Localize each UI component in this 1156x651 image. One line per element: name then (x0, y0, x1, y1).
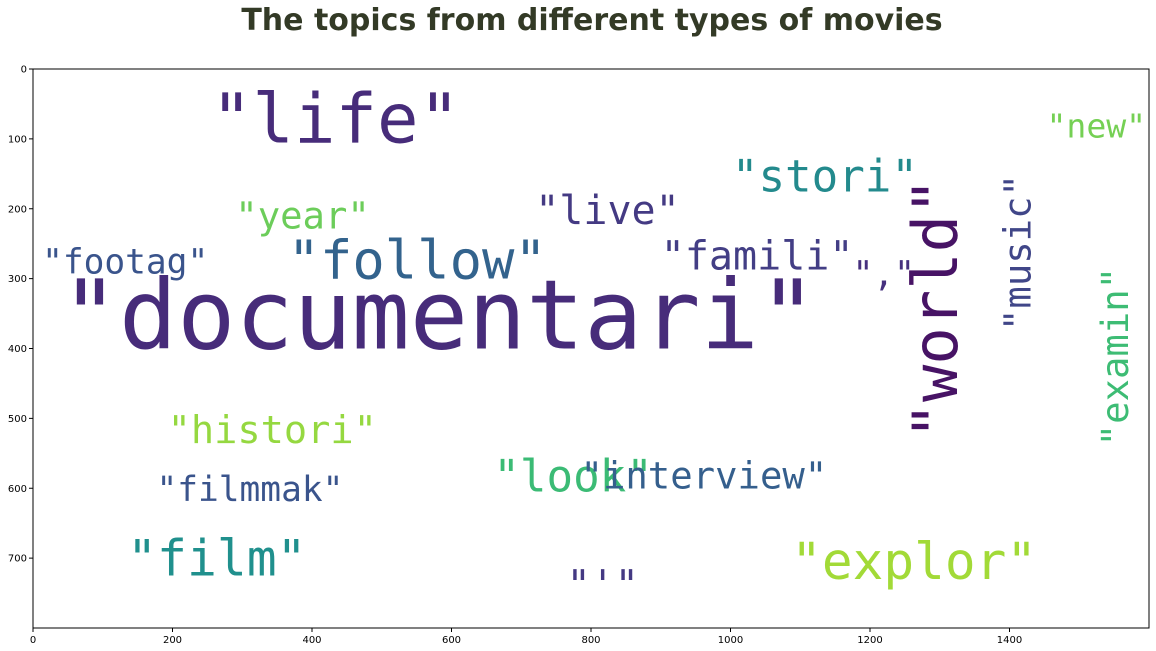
x-tick-label-2: 400 (302, 635, 321, 646)
word-18: "," (853, 255, 915, 295)
y-tick-label-6: 600 (8, 484, 27, 495)
x-tick-label-0: 0 (30, 635, 36, 646)
x-tick-label-4: 800 (581, 635, 600, 646)
word-15: "music" (995, 174, 1039, 331)
y-axis: 0 100 200 300 400 500 600 700 (8, 65, 33, 565)
x-tick-label-7: 1400 (997, 635, 1022, 646)
x-tick-label-5: 1000 (718, 635, 743, 646)
chart-title: The topics from different types of movie… (241, 3, 942, 38)
word-1: "life" (211, 79, 460, 159)
word-10: "live" (535, 188, 680, 234)
y-tick-label-2: 200 (8, 204, 27, 215)
word-17: "new" (1046, 106, 1146, 145)
word-11: "famili" (661, 234, 854, 280)
plot-area (32, 68, 1150, 629)
y-tick-label-7: 700 (8, 554, 27, 565)
y-tick-label-5: 500 (8, 414, 27, 425)
x-tick-label-3: 600 (442, 635, 461, 646)
x-axis: 0 200 400 600 800 1000 1200 1400 (30, 628, 1022, 646)
word-3: "world" (899, 178, 972, 440)
word-4: "stori" (732, 151, 918, 202)
word-7: "look" (493, 452, 653, 503)
word-6: "film" (127, 530, 306, 588)
word-12: "year" (235, 193, 370, 237)
word-14: "filmmak" (156, 470, 343, 510)
word-8: "histori" (168, 408, 377, 453)
word-19: "'" (567, 563, 639, 609)
word-16: "examin" (1093, 267, 1137, 446)
word-2: "follow" (288, 229, 547, 292)
word-9: "interview" (581, 453, 828, 497)
word-layer: "documentari" "life" "follow" "world""stori… (42, 79, 1146, 608)
y-tick-label-1: 100 (8, 134, 27, 145)
y-tick-label-3: 300 (8, 274, 27, 285)
x-tick-label-6: 1200 (857, 635, 882, 646)
y-tick-label-4: 400 (8, 344, 27, 355)
y-tick-label-0: 0 (21, 65, 27, 76)
word-5: "explor" (791, 533, 1037, 592)
x-tick-label-1: 200 (163, 635, 182, 646)
word-13: "footag" (42, 243, 208, 283)
word-0: "documentari" (61, 259, 817, 372)
